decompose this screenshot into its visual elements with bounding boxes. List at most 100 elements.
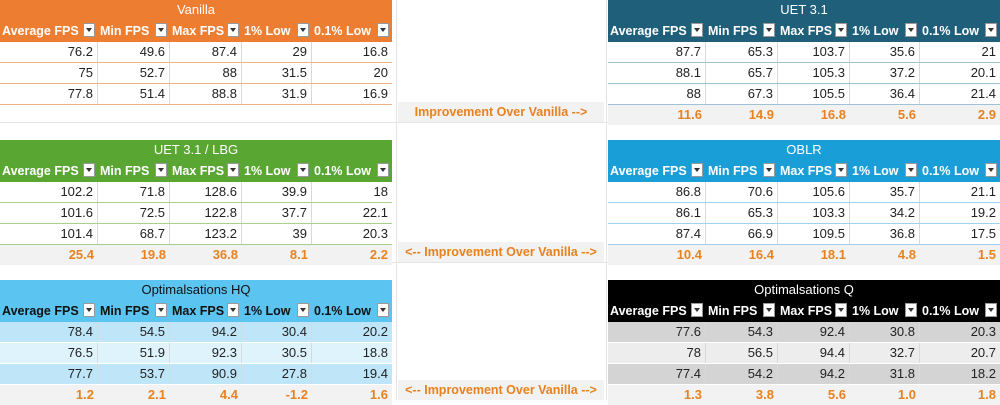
- cell[interactable]: 18.8: [362, 345, 388, 360]
- cell[interactable]: 49.6: [98, 42, 170, 62]
- column-header[interactable]: 1% Low: [850, 20, 920, 42]
- filter-dropdown-icon[interactable]: [763, 163, 775, 177]
- cell[interactable]: 52.7: [98, 63, 170, 83]
- improvement-cell[interactable]: 1.0: [897, 387, 916, 402]
- cell[interactable]: 65.3: [706, 203, 778, 223]
- cell[interactable]: 56.5: [706, 343, 778, 363]
- improvement-cell[interactable]: 1.2: [75, 387, 94, 402]
- cell[interactable]: 18: [373, 184, 388, 199]
- column-header[interactable]: 1% Low: [242, 20, 312, 42]
- cell[interactable]: 21.4: [970, 86, 996, 101]
- cell[interactable]: 78: [608, 343, 706, 363]
- filter-dropdown-icon[interactable]: [905, 163, 917, 177]
- filter-dropdown-icon[interactable]: [691, 23, 703, 37]
- cell[interactable]: 103.3: [778, 203, 850, 223]
- cell[interactable]: 65.3: [706, 42, 778, 62]
- column-header[interactable]: 1% Low: [850, 160, 920, 182]
- cell[interactable]: 105.5: [778, 84, 850, 104]
- cell[interactable]: 54.2: [706, 364, 778, 384]
- cell[interactable]: 21: [981, 44, 996, 59]
- cell[interactable]: 17.5: [970, 226, 996, 241]
- cell[interactable]: 66.9: [706, 224, 778, 244]
- improvement-cell[interactable]: 1.5: [977, 247, 996, 262]
- column-header[interactable]: Min FPS: [706, 300, 778, 322]
- filter-dropdown-icon[interactable]: [83, 303, 95, 317]
- improvement-cell[interactable]: 4.4: [219, 387, 238, 402]
- cell[interactable]: 94.2: [778, 364, 850, 384]
- cell[interactable]: 71.8: [98, 182, 170, 202]
- filter-dropdown-icon[interactable]: [691, 303, 703, 317]
- column-header[interactable]: 0.1% Low: [312, 160, 392, 182]
- cell[interactable]: 39: [242, 224, 312, 244]
- improvement-cell[interactable]: 3.8: [755, 387, 774, 402]
- column-header[interactable]: Average FPS: [0, 300, 98, 322]
- column-header[interactable]: Min FPS: [706, 160, 778, 182]
- cell[interactable]: 31.5: [242, 63, 312, 83]
- cell[interactable]: 31.8: [850, 364, 920, 384]
- improvement-cell[interactable]: 19.8: [140, 247, 166, 262]
- cell[interactable]: 88.8: [170, 84, 242, 104]
- cell[interactable]: 77.6: [608, 322, 706, 342]
- improvement-cell[interactable]: 10.4: [676, 247, 702, 262]
- cell[interactable]: 39.9: [242, 182, 312, 202]
- cell[interactable]: 16.8: [362, 44, 388, 59]
- cell[interactable]: 123.2: [170, 224, 242, 244]
- column-header[interactable]: 0.1% Low: [312, 300, 392, 322]
- cell[interactable]: 87.4: [608, 224, 706, 244]
- filter-dropdown-icon[interactable]: [905, 23, 917, 37]
- cell[interactable]: 128.6: [170, 182, 242, 202]
- filter-dropdown-icon[interactable]: [227, 303, 239, 317]
- cell[interactable]: 92.3: [170, 343, 242, 363]
- cell[interactable]: 67.3: [706, 84, 778, 104]
- cell[interactable]: 16.9: [362, 86, 388, 101]
- improvement-cell[interactable]: 14.9: [748, 107, 774, 122]
- cell[interactable]: 54.5: [98, 322, 170, 342]
- filter-dropdown-icon[interactable]: [155, 23, 167, 37]
- filter-dropdown-icon[interactable]: [227, 163, 239, 177]
- cell[interactable]: 19.2: [970, 205, 996, 220]
- cell[interactable]: 92.4: [778, 322, 850, 342]
- improvement-cell[interactable]: 16.4: [748, 247, 774, 262]
- cell[interactable]: 88: [170, 63, 242, 83]
- column-header[interactable]: Min FPS: [98, 20, 170, 42]
- column-header[interactable]: Max FPS: [778, 300, 850, 322]
- filter-dropdown-icon[interactable]: [835, 303, 847, 317]
- cell[interactable]: 75: [0, 63, 98, 83]
- improvement-cell[interactable]: 8.1: [289, 247, 308, 262]
- filter-dropdown-icon[interactable]: [227, 23, 239, 37]
- cell[interactable]: 54.3: [706, 322, 778, 342]
- filter-dropdown-icon[interactable]: [377, 163, 389, 177]
- filter-dropdown-icon[interactable]: [835, 23, 847, 37]
- cell[interactable]: 105.3: [778, 63, 850, 83]
- cell[interactable]: 122.8: [170, 203, 242, 223]
- improvement-cell[interactable]: 1.6: [369, 387, 388, 402]
- cell[interactable]: 94.4: [778, 343, 850, 363]
- column-header[interactable]: 1% Low: [242, 160, 312, 182]
- cell[interactable]: 88: [608, 84, 706, 104]
- improvement-cell[interactable]: 11.6: [677, 107, 702, 122]
- cell[interactable]: 22.1: [362, 205, 388, 220]
- cell[interactable]: 36.8: [850, 224, 920, 244]
- cell[interactable]: 31.9: [242, 84, 312, 104]
- filter-dropdown-icon[interactable]: [83, 163, 95, 177]
- filter-dropdown-icon[interactable]: [155, 163, 167, 177]
- cell[interactable]: 35.6: [850, 42, 920, 62]
- cell[interactable]: 51.9: [98, 343, 170, 363]
- improvement-cell[interactable]: 25.4: [68, 247, 94, 262]
- column-header[interactable]: 1% Low: [850, 300, 920, 322]
- column-header[interactable]: Max FPS: [170, 160, 242, 182]
- cell[interactable]: 36.4: [850, 84, 920, 104]
- cell[interactable]: 18.2: [970, 366, 996, 381]
- column-header[interactable]: Average FPS: [0, 160, 98, 182]
- cell[interactable]: 77.7: [0, 364, 98, 384]
- column-header[interactable]: Min FPS: [98, 160, 170, 182]
- cell[interactable]: 76.5: [0, 343, 98, 363]
- column-header[interactable]: Max FPS: [778, 20, 850, 42]
- column-header[interactable]: Average FPS: [608, 160, 706, 182]
- cell[interactable]: 88.1: [608, 63, 706, 83]
- cell[interactable]: 78.4: [0, 322, 98, 342]
- cell[interactable]: 86.1: [608, 203, 706, 223]
- column-header[interactable]: Min FPS: [98, 300, 170, 322]
- cell[interactable]: 65.7: [706, 63, 778, 83]
- filter-dropdown-icon[interactable]: [155, 303, 167, 317]
